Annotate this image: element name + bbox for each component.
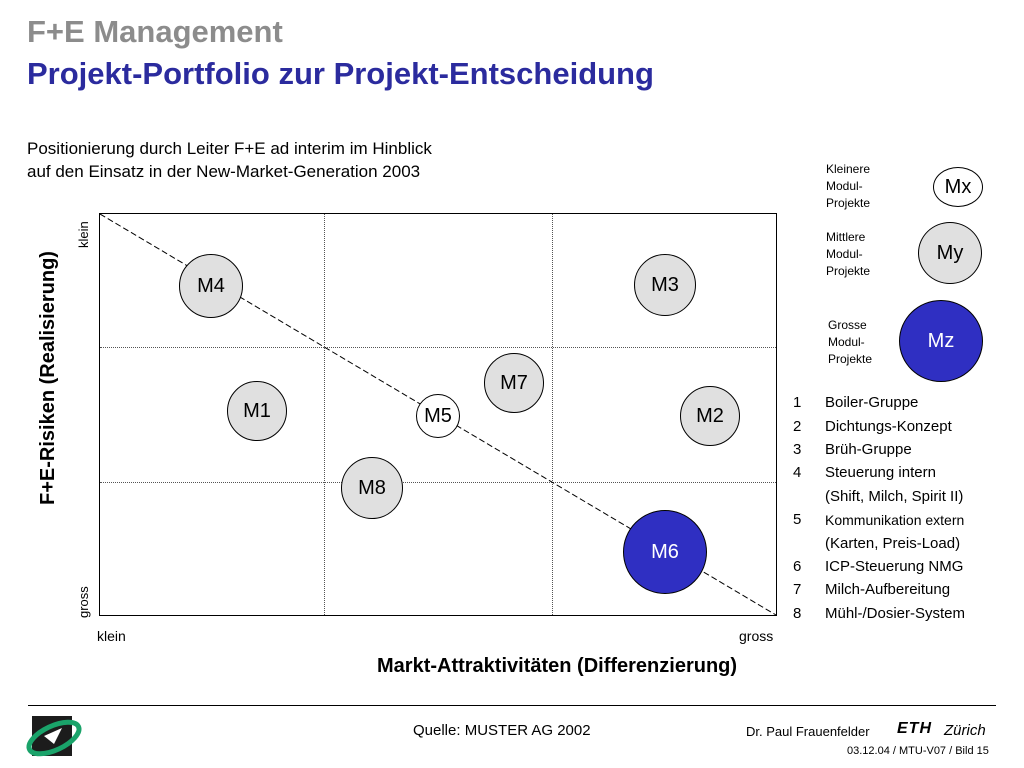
- list-item: (Shift, Milch, Spirit II): [793, 485, 965, 508]
- list-item-number: 5: [793, 511, 802, 529]
- list-item-number: 1: [793, 394, 802, 412]
- bubble-m4: M4: [179, 254, 243, 318]
- x-axis-left-label: klein: [97, 628, 126, 644]
- list-item-name: (Shift, Milch, Spirit II): [825, 487, 964, 505]
- legend-small-label: Mx: [944, 175, 972, 198]
- page-info: 03.12.04 / MTU-V07 / Bild 15: [847, 745, 989, 757]
- bubble-m2: M2: [680, 386, 740, 446]
- list-item-name: (Karten, Preis-Load): [825, 534, 961, 552]
- legend-large-bubble: Mz: [899, 300, 983, 382]
- legend-large-label: Mz: [927, 329, 955, 352]
- bubble-m1-label: M1: [243, 399, 271, 422]
- list-item-number: 6: [793, 557, 802, 575]
- grid-line-vertical-1: [324, 214, 325, 615]
- bubble-m3-label: M3: [651, 273, 679, 296]
- list-item-number: 2: [793, 417, 802, 435]
- bubble-m3: M3: [634, 254, 696, 316]
- bubble-m8-label: M8: [358, 476, 386, 499]
- bubble-m6: M6: [623, 510, 707, 594]
- y-axis-top-label: klein: [76, 221, 91, 248]
- page-subtitle: Projekt-Portfolio zur Projekt-Entscheidu…: [27, 56, 654, 91]
- legend-medium-text: Mittlere Modul- Projekte: [826, 230, 871, 278]
- legend-medium-label: My: [936, 241, 964, 264]
- eth-zurich-text: Zürich: [944, 722, 986, 739]
- list-item-name: Brüh-Gruppe: [825, 440, 912, 458]
- list-item: 7 Milch-Aufbereitung: [793, 578, 965, 601]
- bubble-m5: M5: [416, 394, 460, 438]
- list-item: 8 Mühl-/Dosier-System: [793, 602, 965, 625]
- legend-medium-bubble: My: [918, 222, 982, 284]
- y-axis-label: F+E-Risiken (Realisierung): [37, 251, 59, 505]
- grid-line-horizontal-1: [100, 347, 776, 348]
- bubble-m7: M7: [484, 353, 544, 413]
- list-item: 4 Steuerung intern: [793, 461, 965, 484]
- list-item-number: 8: [793, 604, 802, 622]
- list-item-name: Steuerung intern: [825, 464, 936, 482]
- eth-logo: ETH: [897, 720, 932, 737]
- y-axis-bottom-label: gross: [76, 586, 91, 618]
- bubble-m8: M8: [341, 457, 403, 519]
- bubble-m2-label: M2: [696, 404, 724, 427]
- list-item-name: Boiler-Gruppe: [825, 394, 919, 412]
- x-axis-right-label: gross: [739, 628, 774, 644]
- bubble-m1: M1: [227, 381, 287, 441]
- company-logo-icon: [26, 716, 82, 757]
- x-axis-label: Markt-Attraktivitäten (Differenzierung): [377, 655, 738, 677]
- list-item: 5 Kommunikation extern: [793, 508, 965, 531]
- list-item: 3 Brüh-Gruppe: [793, 438, 965, 461]
- list-item-name: ICP-Steuerung NMG: [825, 557, 964, 575]
- legend-large-text: Grosse Modul- Projekte: [828, 318, 873, 366]
- project-list: 1 Boiler-Gruppe 2 Dichtungs-Konzept 3 Brüh-…: [793, 391, 965, 625]
- list-item-name: Milch-Aufbereitung: [825, 581, 951, 599]
- list-item-name: Dichtungs-Konzept: [825, 417, 952, 435]
- list-item: 1 Boiler-Gruppe: [793, 391, 965, 414]
- list-item-number: 4: [793, 464, 802, 482]
- source-text: Quelle: MUSTER AG 2002: [413, 722, 591, 739]
- grid-line-horizontal-2: [100, 482, 776, 483]
- list-item: 2 Dichtungs-Konzept: [793, 414, 965, 437]
- footer-divider: [28, 705, 996, 706]
- list-item-number: 3: [793, 440, 802, 458]
- legend-small-text: Kleinere Modul- Projekte: [826, 162, 871, 210]
- legend-small-bubble: Mx: [933, 167, 983, 207]
- list-item-number: 7: [793, 581, 802, 599]
- bubble-m4-label: M4: [197, 274, 225, 297]
- bubble-m7-label: M7: [500, 371, 528, 394]
- list-item-name: Kommunikation extern: [825, 511, 965, 528]
- bubble-m6-label: M6: [651, 540, 679, 563]
- intro-line-2: auf den Einsatz in der New-Market-Genera…: [27, 162, 421, 181]
- intro-line-1: Positionierung durch Leiter F+E ad inter…: [27, 139, 432, 158]
- bubble-m5-label: M5: [424, 404, 452, 427]
- list-item: 6 ICP-Steuerung NMG: [793, 555, 965, 578]
- author-text: Dr. Paul Frauenfelder: [746, 724, 870, 739]
- list-item: (Karten, Preis-Load): [793, 531, 965, 554]
- list-item-name: Mühl-/Dosier-System: [825, 604, 966, 622]
- intro-text: Positionierung durch Leiter F+E ad inter…: [27, 137, 432, 183]
- page-title: F+E Management: [27, 14, 283, 49]
- grid-line-vertical-2: [552, 214, 553, 615]
